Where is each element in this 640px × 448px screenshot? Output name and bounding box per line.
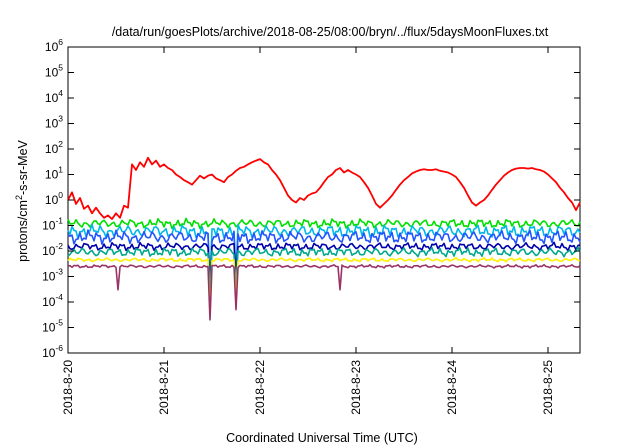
x-tick-label: 2018-8-25 [541,360,555,415]
series-line-2 [67,217,581,230]
x-tick-label: 2018-8-21 [157,360,171,415]
y-tick-label: 103 [45,114,63,131]
series-line-6 [67,246,581,299]
series-line-1 [67,156,581,220]
y-tick-label: 101 [45,165,63,182]
x-tick-label: 2018-8-24 [445,360,459,415]
series-line-7 [67,257,581,317]
y-tick-label: 10-4 [42,292,63,309]
y-tick-label: 106 [45,37,63,54]
x-tick-label: 2018-8-22 [253,360,267,415]
series-line-5 [67,241,581,285]
y-tick-label: 10-5 [42,318,63,335]
y-tick-label: 100 [45,190,63,207]
plot-area [67,46,581,354]
series-line-3 [67,223,581,285]
y-tick-label: 105 [45,63,63,80]
y-tick-label: 102 [45,139,63,156]
x-tick-label: 2018-8-20 [61,360,75,415]
series-line-4 [67,229,581,296]
series-layer [67,156,581,321]
axes: 10-6 10-5 10-4 10-3 10-2 10-1 100 101 102 103 104 1… [42,37,580,415]
y-tick-label: 10-3 [42,267,63,284]
y-tick-label: 10-2 [42,241,63,258]
y-tick-label: 10-6 [42,343,63,360]
y-axis-label: protons/cm2-s-sr-MeV [14,139,30,261]
x-tick-label: 2018-8-23 [349,360,363,415]
y-tick-label: 10-1 [42,216,63,233]
plot-frame [67,46,581,354]
series-line-8 [67,263,581,321]
chart-title: /data/run/goesPlots/archive/2018-08-25/0… [112,25,549,39]
x-axis-label: Coordinated Universal Time (UTC) [226,431,418,445]
y-tick-label: 104 [45,88,63,105]
